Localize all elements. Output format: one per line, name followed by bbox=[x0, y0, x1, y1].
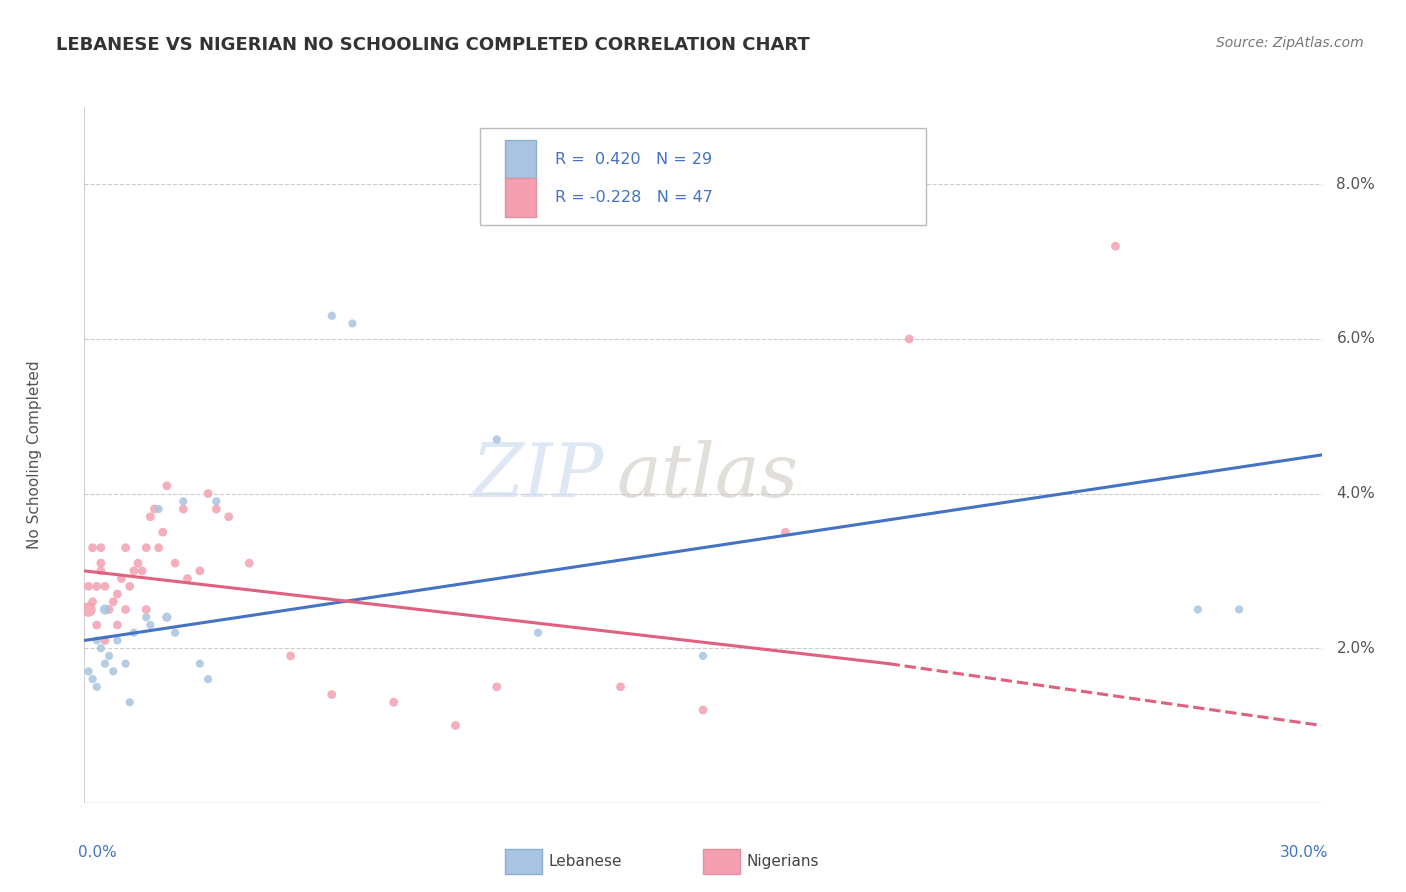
Text: atlas: atlas bbox=[616, 440, 799, 512]
Point bbox=[90, 556, 112, 570]
Point bbox=[135, 541, 157, 555]
Point bbox=[86, 579, 108, 593]
Point bbox=[197, 486, 219, 500]
FancyBboxPatch shape bbox=[481, 128, 925, 226]
Text: 6.0%: 6.0% bbox=[1337, 332, 1375, 346]
Point bbox=[218, 509, 240, 524]
Point bbox=[77, 579, 100, 593]
Point bbox=[90, 541, 112, 555]
Point bbox=[1104, 239, 1126, 253]
Point bbox=[86, 633, 108, 648]
Point bbox=[321, 688, 343, 702]
Point bbox=[82, 672, 104, 686]
Point bbox=[90, 641, 112, 656]
Point bbox=[1187, 602, 1209, 616]
Point bbox=[122, 625, 145, 640]
Point bbox=[103, 665, 125, 679]
Point bbox=[114, 541, 136, 555]
Point bbox=[165, 625, 187, 640]
Point bbox=[176, 572, 198, 586]
Text: No Schooling Completed: No Schooling Completed bbox=[27, 360, 42, 549]
Point bbox=[110, 572, 132, 586]
Point bbox=[342, 317, 364, 331]
Point bbox=[94, 579, 117, 593]
Text: Source: ZipAtlas.com: Source: ZipAtlas.com bbox=[1216, 36, 1364, 50]
Point bbox=[238, 556, 260, 570]
Point bbox=[131, 564, 153, 578]
Point bbox=[188, 564, 211, 578]
Point bbox=[135, 610, 157, 624]
Point bbox=[188, 657, 211, 671]
Point bbox=[122, 564, 145, 578]
Point bbox=[382, 695, 405, 709]
Point bbox=[527, 625, 550, 640]
Point bbox=[86, 680, 108, 694]
FancyBboxPatch shape bbox=[505, 140, 536, 178]
Point bbox=[98, 602, 121, 616]
Point bbox=[156, 479, 179, 493]
Point bbox=[105, 587, 128, 601]
Text: 8.0%: 8.0% bbox=[1337, 177, 1375, 192]
Point bbox=[118, 579, 141, 593]
Point bbox=[280, 648, 302, 663]
Text: 30.0%: 30.0% bbox=[1279, 845, 1327, 860]
Text: R =  0.420   N = 29: R = 0.420 N = 29 bbox=[554, 152, 711, 167]
Point bbox=[105, 633, 128, 648]
Point bbox=[609, 680, 631, 694]
Point bbox=[172, 502, 194, 516]
Point bbox=[143, 502, 166, 516]
FancyBboxPatch shape bbox=[703, 849, 740, 874]
Point bbox=[139, 509, 162, 524]
Point bbox=[82, 541, 104, 555]
Point bbox=[321, 309, 343, 323]
Point bbox=[172, 494, 194, 508]
Point bbox=[165, 556, 187, 570]
Text: 0.0%: 0.0% bbox=[79, 845, 117, 860]
Point bbox=[94, 657, 117, 671]
Point bbox=[444, 718, 467, 732]
Point bbox=[86, 618, 108, 632]
Point bbox=[77, 665, 100, 679]
Text: Nigerians: Nigerians bbox=[747, 855, 818, 870]
Point bbox=[148, 502, 170, 516]
Text: ZIP: ZIP bbox=[472, 440, 605, 512]
Point bbox=[485, 680, 508, 694]
Point bbox=[152, 525, 174, 540]
Point bbox=[118, 695, 141, 709]
Point bbox=[103, 595, 125, 609]
Point bbox=[197, 672, 219, 686]
Point bbox=[105, 618, 128, 632]
Point bbox=[485, 433, 508, 447]
Point bbox=[692, 703, 714, 717]
Text: Lebanese: Lebanese bbox=[548, 855, 621, 870]
Point bbox=[94, 633, 117, 648]
Point bbox=[135, 602, 157, 616]
Point bbox=[82, 595, 104, 609]
Point bbox=[898, 332, 921, 346]
Text: LEBANESE VS NIGERIAN NO SCHOOLING COMPLETED CORRELATION CHART: LEBANESE VS NIGERIAN NO SCHOOLING COMPLE… bbox=[56, 36, 810, 54]
Point bbox=[139, 618, 162, 632]
FancyBboxPatch shape bbox=[505, 849, 543, 874]
FancyBboxPatch shape bbox=[505, 178, 536, 217]
Point bbox=[90, 564, 112, 578]
Text: R = -0.228   N = 47: R = -0.228 N = 47 bbox=[554, 190, 713, 205]
Text: 2.0%: 2.0% bbox=[1337, 640, 1375, 656]
Point bbox=[205, 494, 228, 508]
Point bbox=[205, 502, 228, 516]
Point bbox=[692, 648, 714, 663]
Point bbox=[148, 541, 170, 555]
Point bbox=[98, 648, 121, 663]
Point bbox=[114, 657, 136, 671]
Point bbox=[127, 556, 149, 570]
Point bbox=[77, 602, 100, 616]
Point bbox=[1227, 602, 1250, 616]
Point bbox=[114, 602, 136, 616]
Point bbox=[775, 525, 797, 540]
Text: 4.0%: 4.0% bbox=[1337, 486, 1375, 501]
Point bbox=[156, 610, 179, 624]
Point bbox=[94, 602, 117, 616]
